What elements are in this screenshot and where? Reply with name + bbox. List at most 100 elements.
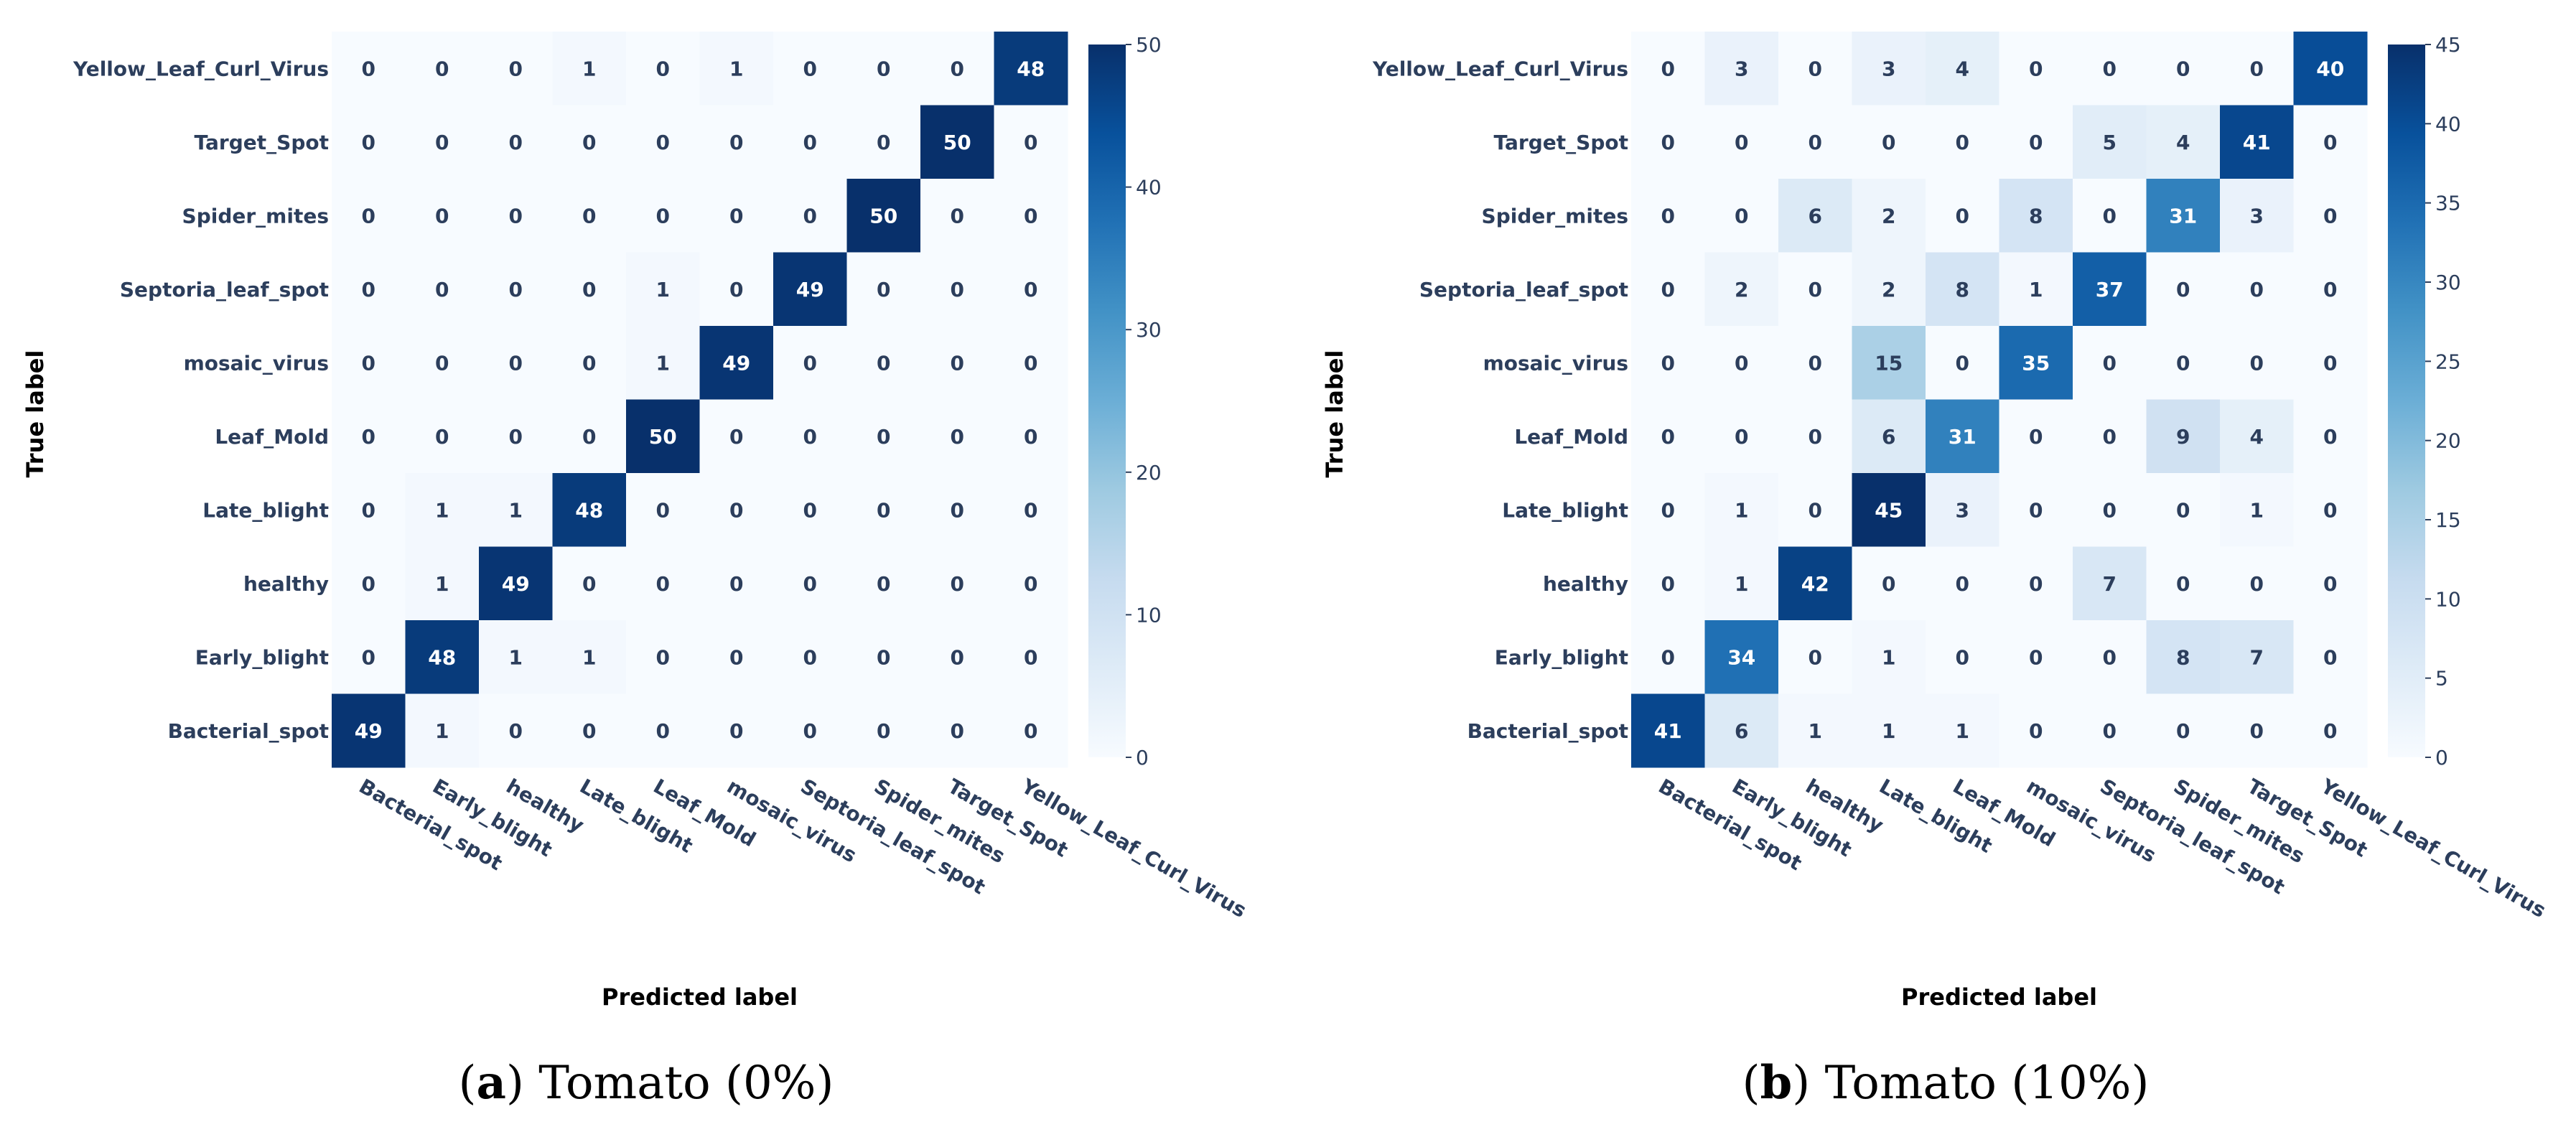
cell-value-label: 1 xyxy=(1956,719,1969,743)
cell-value-label: 0 xyxy=(582,131,596,154)
row-tick-label: Late_blight xyxy=(202,498,329,522)
cell-value-label: 0 xyxy=(951,204,964,228)
cell-value-label: 0 xyxy=(2103,204,2117,228)
cell-value-label: 0 xyxy=(1661,131,1675,154)
heatmap-cell xyxy=(2146,473,2221,547)
heatmap-cell xyxy=(405,620,480,694)
cell-value-label: 0 xyxy=(2029,498,2043,522)
cell-value-label: 0 xyxy=(1809,498,1822,522)
heatmap-cell xyxy=(920,399,994,474)
heatmap-cell xyxy=(920,473,994,547)
cell-value-label: 0 xyxy=(1024,351,1037,375)
cell-value-label: 0 xyxy=(729,572,743,596)
heatmap-cell xyxy=(626,252,700,327)
heatmap-cell xyxy=(332,252,406,327)
caption-letter: b xyxy=(1760,1056,1793,1110)
heatmap-cell xyxy=(920,620,994,694)
cell-value-label: 0 xyxy=(582,425,596,449)
panel-b-confusion-matrix: 0 3 0 3 4 0 0 0 0 400 0 0 0 0 0 5 4 41 00 0 6 2 0 8 0 31 3 00 2 0 2 8 1 3… xyxy=(1321,32,2550,1110)
cell-value-label: 49 xyxy=(355,719,383,743)
heatmap-cell xyxy=(1999,693,2073,768)
heatmap-cell xyxy=(1778,179,1852,253)
cell-value-label: 1 xyxy=(729,57,743,80)
heatmap-cell xyxy=(699,105,774,179)
cell-value-label: 3 xyxy=(1956,498,1969,522)
heatmap-cell xyxy=(332,399,406,474)
colorbar-tick-label: 0 xyxy=(1136,746,1149,770)
heatmap-cell xyxy=(1704,693,1779,768)
heatmap-cell xyxy=(1704,179,1779,253)
heatmap-cell xyxy=(405,693,480,768)
cell-value-label: 0 xyxy=(656,57,670,80)
cell-value-label: 0 xyxy=(2323,572,2337,596)
cell-value-label: 0 xyxy=(362,425,375,449)
heatmap-cell xyxy=(479,179,553,253)
cell-value-label: 0 xyxy=(509,719,523,743)
heatmap-cell xyxy=(1999,546,2073,621)
cell-value-label: 0 xyxy=(656,498,670,522)
cell-value-label: 1 xyxy=(509,498,523,522)
cell-value-label: 15 xyxy=(1875,351,1903,375)
colorbar-tick-label: 20 xyxy=(1136,461,1162,485)
heatmap-cell xyxy=(2293,546,2368,621)
cell-value-label: 0 xyxy=(1024,498,1037,522)
heatmap-cell xyxy=(1778,105,1852,179)
heatmap-cell xyxy=(699,252,774,327)
heatmap-cell xyxy=(920,326,994,400)
heatmap-cell xyxy=(1852,546,1926,621)
heatmap-cell xyxy=(405,32,480,106)
heatmap-cell xyxy=(1852,179,1926,253)
cell-value-label: 0 xyxy=(1956,204,1969,228)
heatmap-cell xyxy=(846,252,921,327)
cell-value-label: 48 xyxy=(428,645,456,669)
cell-value-label: 0 xyxy=(729,204,743,228)
cell-value-label: 0 xyxy=(1661,572,1675,596)
cell-value-label: 1 xyxy=(1809,719,1822,743)
heatmap-cell xyxy=(773,32,847,106)
cell-value-label: 0 xyxy=(362,278,375,301)
cell-value-label: 34 xyxy=(1727,645,1755,669)
column-tick-label: mosaic_virus xyxy=(723,774,861,867)
heatmap-cell xyxy=(2073,473,2147,547)
cell-value-label: 0 xyxy=(803,572,817,596)
cell-value-label: 0 xyxy=(1661,645,1675,669)
cell-value-label: 4 xyxy=(2250,425,2264,449)
cell-value-label: 0 xyxy=(803,351,817,375)
cell-value-label: 1 xyxy=(435,572,449,596)
heatmap-cell xyxy=(2146,32,2221,106)
heatmap-cell xyxy=(1631,32,1705,106)
cell-value-label: 0 xyxy=(2029,645,2043,669)
heatmap-cell xyxy=(2146,693,2221,768)
heatmap-cell xyxy=(1704,326,1779,400)
heatmap-cell xyxy=(2293,252,2368,327)
heatmap-cell xyxy=(2073,105,2147,179)
x-axis-label: Predicted label xyxy=(1901,983,2097,1011)
heatmap-cell xyxy=(626,105,700,179)
cell-value-label: 3 xyxy=(2250,204,2264,228)
colorbar-tick-label: 25 xyxy=(2435,350,2461,373)
heatmap-cell xyxy=(773,473,847,547)
heatmap-cell xyxy=(626,693,700,768)
cell-value-label: 6 xyxy=(1735,719,1748,743)
heatmap-cell xyxy=(846,693,921,768)
heatmap-cell xyxy=(2073,252,2147,327)
heatmap-cell xyxy=(773,693,847,768)
cell-value-label: 0 xyxy=(435,204,449,228)
cell-value-label: 2 xyxy=(1882,204,1895,228)
cell-value-label: 0 xyxy=(951,719,964,743)
cell-value-label: 0 xyxy=(877,645,890,669)
cell-value-label: 0 xyxy=(729,425,743,449)
cell-value-label: 0 xyxy=(877,572,890,596)
heatmap-cell xyxy=(626,179,700,253)
heatmap-cell xyxy=(405,473,480,547)
heatmap-cell xyxy=(1631,179,1705,253)
cell-value-label: 0 xyxy=(509,57,523,80)
cell-value-label: 0 xyxy=(2323,131,2337,154)
cell-value-label: 0 xyxy=(2323,498,2337,522)
colorbar-tick-label: 10 xyxy=(2435,587,2461,611)
cell-value-label: 0 xyxy=(1956,351,1969,375)
cell-value-label: 0 xyxy=(2323,645,2337,669)
heatmap-cell xyxy=(920,32,994,106)
heatmap-cell xyxy=(405,399,480,474)
